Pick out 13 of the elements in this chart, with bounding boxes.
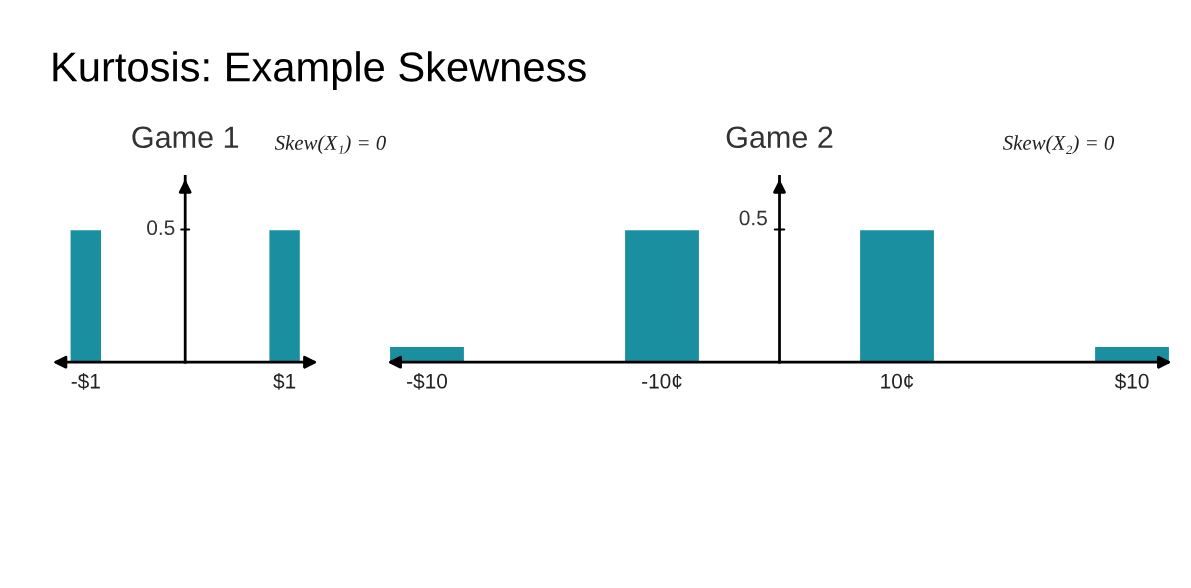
x-tick-label: 10¢ xyxy=(881,373,914,389)
text: 0.5 xyxy=(739,210,767,226)
x-tick-label: -$10 xyxy=(407,372,448,390)
chart-subtitle: Skew(X₂) = 0 xyxy=(1003,135,1115,155)
chart-subtitle: Skew(X₁) = 0 xyxy=(274,135,386,155)
x-tick-label: -$1 xyxy=(71,372,100,390)
x-tick-label: $1 xyxy=(273,372,296,390)
annotation: 0.5 xyxy=(147,220,175,236)
chart-title: Game 1 xyxy=(132,126,239,149)
chart-title: Game 2 xyxy=(726,126,833,149)
x-tick-label: $10 xyxy=(1114,372,1149,390)
text: Kurtosis: Example Skewness xyxy=(53,51,586,90)
x-tick-label: -10¢ xyxy=(642,373,682,389)
